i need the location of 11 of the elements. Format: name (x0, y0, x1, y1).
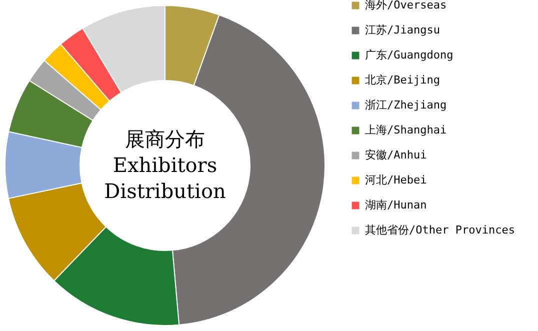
legend-label: 湖南/Hunan (365, 198, 427, 212)
legend-label: 广东/Guangdong (365, 48, 454, 62)
legend-label: 浙江/Zhejiang (365, 98, 447, 112)
legend-label: 海外/Overseas (365, 0, 447, 12)
legend-label: 河北/Hebei (365, 174, 427, 186)
legend-label: 上海/Shanghai (365, 124, 447, 136)
legend-label: 江苏/Jiangsu (365, 24, 440, 36)
legend-label: 安徽/Anhui (365, 148, 427, 162)
legend-label: 北京/Beijing (365, 74, 440, 86)
legend-label: 其他省份/Other Provinces (365, 224, 515, 236)
text: 展商分布 Exhibitors Distribution (104, 127, 226, 203)
